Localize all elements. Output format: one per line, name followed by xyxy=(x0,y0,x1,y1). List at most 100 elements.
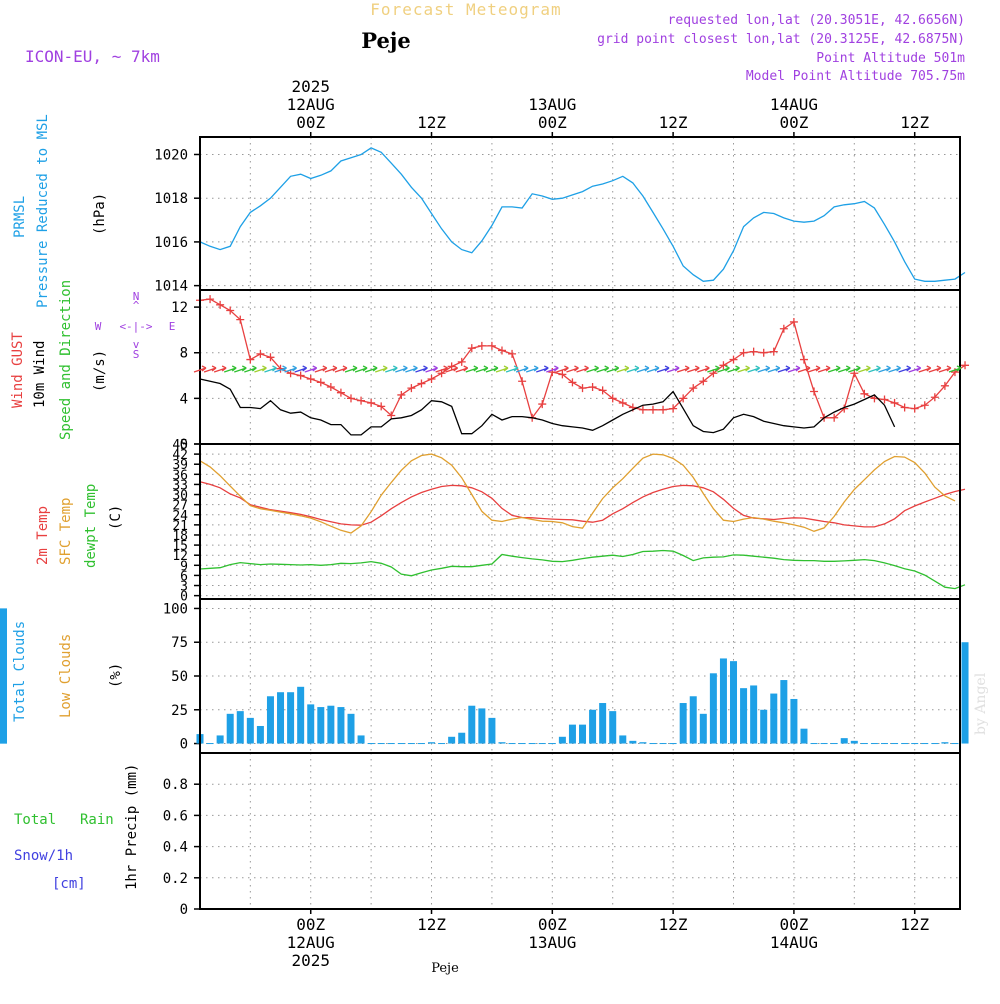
wind-arrow xyxy=(757,365,771,373)
y-tick-label: 3 xyxy=(180,580,188,595)
gust-marker xyxy=(467,344,476,353)
gust-marker xyxy=(729,355,738,364)
gust-marker xyxy=(810,387,819,396)
pressure-labels: PRMSL Pressure Reduced to MSL (hPa) xyxy=(12,114,108,308)
wind-arrow xyxy=(385,365,398,373)
gust-marker xyxy=(659,405,668,414)
gust-marker xyxy=(346,394,355,403)
gust-marker xyxy=(336,388,345,397)
cloud-bar xyxy=(719,658,727,744)
wind-arrow xyxy=(445,365,459,373)
watermark: by Angel xyxy=(973,672,989,735)
temp-label-2: SFC Temp xyxy=(58,498,74,565)
wind-arrow xyxy=(938,365,952,373)
wind-unit: (m/s) xyxy=(92,350,108,392)
cloud-bar xyxy=(236,711,244,744)
gust-marker xyxy=(296,371,305,380)
gust-marker xyxy=(518,377,527,386)
gust-marker xyxy=(618,398,627,407)
wind-arrow xyxy=(455,365,469,373)
wind-arrow xyxy=(687,365,700,373)
temp-label-3: dewpt Temp xyxy=(83,484,99,568)
cloud-bar xyxy=(558,736,566,744)
gust-marker xyxy=(578,384,587,393)
top-tick-label: 12Z xyxy=(417,113,446,132)
bottom-tick-label: 12Z xyxy=(659,915,688,934)
series-line-pressure xyxy=(199,147,966,282)
wind-arrow xyxy=(827,365,841,373)
wind-arrow xyxy=(868,365,881,373)
bottom-tick-label: 00Z xyxy=(296,915,325,934)
gust-marker xyxy=(830,413,839,422)
series-line-dewpt xyxy=(199,549,966,590)
y-tick-label: 1018 xyxy=(154,191,188,207)
cloud-bar xyxy=(327,705,335,744)
cloud-bar xyxy=(800,728,808,744)
compass-down: v xyxy=(133,338,140,351)
gust-marker xyxy=(538,400,547,409)
wind-arrow xyxy=(505,365,519,373)
cloud-bar xyxy=(679,703,687,744)
wind-arrow xyxy=(666,365,680,373)
wind-arrow xyxy=(364,365,378,373)
wind-arrow xyxy=(374,365,388,373)
wind-arrow xyxy=(425,365,438,373)
gust-marker xyxy=(508,349,517,358)
cloud-bar xyxy=(840,738,848,744)
cloud-bar xyxy=(448,736,456,744)
gust-marker xyxy=(377,402,386,411)
wind-arrow xyxy=(727,365,740,373)
cloud-bar xyxy=(0,608,7,744)
temp-labels: 2m Temp SFC Temp dewpt Temp (C) xyxy=(35,484,124,568)
wind-arrow xyxy=(485,365,499,373)
gust-marker xyxy=(689,384,698,393)
point-altitude: Point Altitude 501m xyxy=(816,51,965,66)
wind-arrow xyxy=(515,365,529,373)
wind-arrow xyxy=(888,365,901,373)
compass-n: N xyxy=(133,290,140,303)
y-tick-label: 24 xyxy=(172,509,188,524)
wind-arrow xyxy=(465,365,479,373)
series-line-wind10m xyxy=(199,378,896,436)
cloud-bar xyxy=(307,704,315,744)
bottom-tick-label: 00Z xyxy=(779,915,808,934)
precip-label-cm: [cm] xyxy=(52,876,86,892)
wind-arrow xyxy=(878,365,891,373)
y-tick-label: 50 xyxy=(171,669,188,685)
wind-arrow xyxy=(244,365,257,373)
wind-label-1: Wind GUST xyxy=(10,332,26,408)
cloud-bar xyxy=(961,642,969,744)
series-line-2m xyxy=(199,481,966,528)
gust-marker xyxy=(236,315,245,324)
y-tick-label: 0.4 xyxy=(163,840,188,856)
cloud-bar xyxy=(629,740,637,744)
y-tick-label: 39 xyxy=(172,458,188,473)
cloud-bar xyxy=(256,725,264,744)
gust-marker xyxy=(558,370,567,379)
wind-arrow xyxy=(616,365,630,373)
cloud-bar xyxy=(347,713,355,744)
bottom-day-label: 13AUG xyxy=(528,933,576,952)
cloud-bar xyxy=(488,717,496,744)
wind-arrow xyxy=(344,365,358,373)
y-tick-label: 100 xyxy=(163,601,188,617)
cloud-bar xyxy=(740,688,748,744)
cloud-labels: Total Clouds Low Clouds (%) xyxy=(12,621,124,722)
wind-arrow xyxy=(838,365,851,373)
cloud-bar xyxy=(750,685,758,744)
wind-arrow xyxy=(495,365,509,373)
wind-arrow xyxy=(646,365,660,373)
gust-marker xyxy=(397,390,406,399)
gust-marker xyxy=(669,404,678,413)
cloud-bar xyxy=(639,742,647,744)
gust-marker xyxy=(588,382,597,391)
cloud-bar xyxy=(760,709,768,744)
y-tick-label: 1014 xyxy=(154,279,188,295)
y-tick-label: 1016 xyxy=(154,235,188,251)
y-tick-label: 36 xyxy=(172,468,188,483)
panel-pressure: 1014 1016 1018 1020 xyxy=(154,136,966,295)
y-tick-label: 12 xyxy=(172,549,188,564)
gust-marker xyxy=(266,353,275,362)
gust-marker xyxy=(427,374,436,383)
